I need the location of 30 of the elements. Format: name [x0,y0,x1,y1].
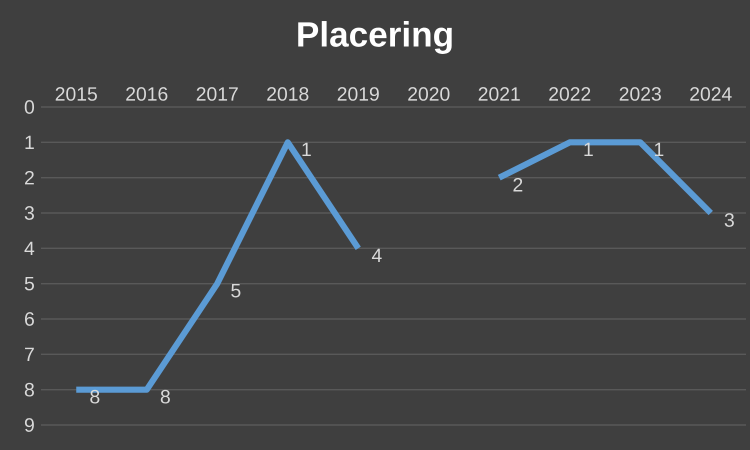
y-tick-label: 4 [24,242,34,255]
y-tick-label: 8 [24,382,34,397]
x-tick-label: 2021 [478,87,520,101]
data-label: 2 [513,178,522,192]
x-tick-label: 2016 [126,87,168,101]
data-label: 8 [160,390,170,404]
x-tick-label: 2020 [408,87,450,101]
y-tick-label: 2 [25,170,34,184]
y-tick-label: 5 [24,276,34,290]
data-label: 8 [90,390,100,404]
x-tick-label: 2019 [338,87,379,101]
x-tick-label: 2024 [690,87,732,101]
x-tick-label: 2018 [267,87,308,101]
data-label: 1 [584,142,593,156]
data-label: 1 [302,142,311,156]
x-tick-label: 2017 [196,87,238,101]
data-label: 4 [372,248,382,262]
y-tick-label: 9 [24,418,34,432]
chart-title: Placering [298,21,452,54]
y-tick-label: 7 [25,348,34,361]
data-label: 5 [231,284,240,298]
y-tick-label: 3 [24,206,34,220]
y-tick-label: 0 [24,100,34,114]
x-tick-label: 2015 [56,87,97,101]
x-tick-label: 2023 [620,87,661,101]
data-label: 3 [724,213,734,227]
y-tick-label: 1 [26,136,34,149]
x-tick-label: 2022 [549,87,590,101]
y-tick-label: 6 [25,312,34,326]
data-label: 1 [654,142,664,156]
